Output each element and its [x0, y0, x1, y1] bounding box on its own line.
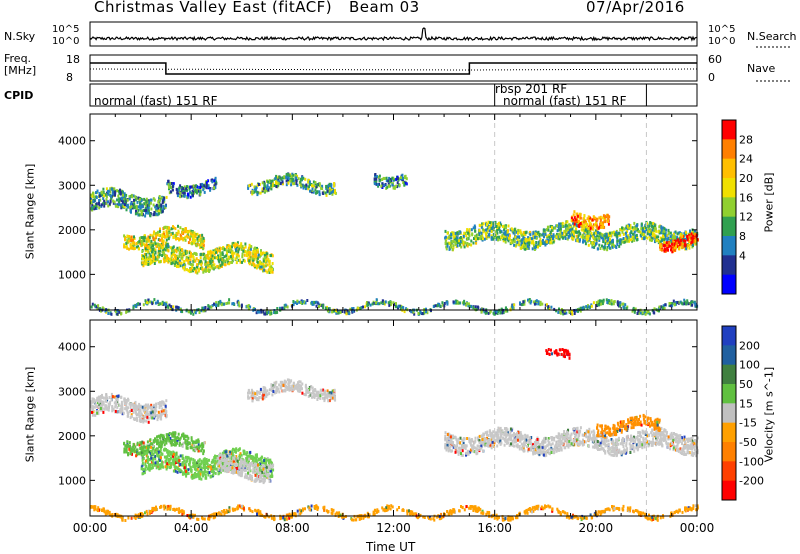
velocity-colorbar-segment [722, 364, 736, 385]
power-colorbar-tick: 28 [739, 133, 753, 146]
x-tick-label: 12:00 [376, 521, 411, 535]
velocity-colorbar-segment [722, 384, 736, 404]
velocity-colorbar-tick: 200 [739, 339, 760, 352]
power-ytick-label: 1000 [58, 268, 86, 281]
power-colorbar-tick: 16 [739, 191, 753, 204]
velocity-colorbar-segment [722, 442, 736, 462]
power-colorbar-segment [722, 255, 736, 276]
x-tick-label: 04:00 [174, 521, 209, 535]
velocity-colorbar-segment [722, 422, 736, 443]
cpid-segment-3: normal (fast) 151 RF [503, 94, 627, 108]
noise-right-tick-bottom: 10^0 [708, 36, 736, 47]
power-colorbar-segment [722, 120, 736, 140]
power-colorbar-frame [721, 119, 737, 295]
x-tick-label: 20:00 [579, 521, 614, 535]
beam-title: Beam 03 [349, 0, 420, 16]
velocity-ytick-label: 1000 [58, 474, 86, 487]
velocity-panel-frame [89, 319, 698, 517]
power-colorbar-segment [722, 139, 736, 160]
cpid-segment-2: rbsp 201 RF [495, 82, 568, 96]
power-colorbar-segment [722, 178, 736, 198]
power-colorbar-segment [722, 216, 736, 237]
power-ytick-label: 2000 [58, 224, 86, 237]
power-ytick-label: 4000 [58, 135, 86, 148]
noise-right-tick-top: 10^5 [708, 24, 736, 35]
noise-right-label: N.Search [747, 30, 797, 43]
power-colorbar-segment [722, 197, 736, 218]
power-ytick-label: 3000 [58, 179, 86, 192]
velocity-ytick-label: 4000 [58, 341, 86, 354]
x-axis-label: Time UT [366, 540, 416, 554]
x-tick-label: 00:00 [680, 521, 715, 535]
nave-label: Nave [747, 62, 776, 75]
nave-tick-bottom: 0 [708, 71, 715, 84]
cpid-frame [89, 83, 698, 107]
velocity-ytick-label: 3000 [58, 385, 86, 398]
x-tick-label: 08:00 [275, 521, 310, 535]
noise-panel-frame [89, 21, 698, 47]
velocity-colorbar-segment [722, 461, 736, 482]
velocity-colorbar-segment [722, 480, 736, 501]
velocity-scatter-cells [90, 348, 699, 522]
power-colorbar-segment [722, 158, 736, 179]
cpid-segment-1: normal (fast) 151 RF [94, 94, 218, 108]
freq-tick-top: 18 [66, 53, 80, 66]
nave-line [89, 68, 698, 71]
velocity-colorbar-tick: 15 [739, 397, 753, 410]
velocity-colorbar-segment [722, 326, 736, 346]
freq-line [90, 62, 697, 75]
velocity-colorbar-segment [722, 403, 736, 424]
velocity-ytick-label: 2000 [58, 430, 86, 443]
noise-sky-line [89, 27, 698, 42]
power-colorbar-segment [722, 274, 736, 295]
nave-tick-top: 60 [708, 53, 722, 66]
cpid-label: CPID [4, 89, 34, 102]
velocity-colorbar-tick: 100 [739, 359, 760, 372]
velocity-colorbar-tick: -15 [739, 417, 757, 430]
velocity-colorbar-tick: -100 [739, 455, 764, 468]
freq-label-line2: [MHz] [4, 64, 37, 77]
freq-tick-bottom: 8 [66, 71, 73, 84]
power-colorbar-tick: 8 [739, 230, 746, 243]
date-title: 07/Apr/2016 [586, 0, 685, 16]
noise-left-tick-top: 10^5 [52, 24, 80, 35]
power-colorbar-tick: 24 [739, 153, 753, 166]
velocity-colorbar-segment [722, 345, 736, 366]
power-colorbar-tick: 12 [739, 211, 753, 224]
station-title: Christmas Valley East (fitACF) [94, 0, 333, 16]
power-colorbar-segment [722, 236, 736, 256]
power-panel-frame [89, 113, 698, 311]
noise-left-tick-bottom: 10^0 [52, 36, 80, 47]
velocity-colorbar-frame [721, 325, 737, 501]
freq-label-line1: Freq. [4, 52, 32, 65]
x-tick-label: 16:00 [477, 521, 512, 535]
freq-panel-frame [89, 54, 698, 82]
power-colorbar-tick: 20 [739, 172, 753, 185]
power-scatter-cells [90, 172, 699, 316]
velocity-colorbar-tick: 50 [739, 378, 753, 391]
velocity-colorbar-tick: -200 [739, 475, 764, 488]
velocity-colorbar-tick: -50 [739, 436, 757, 449]
x-tick-label: 00:00 [73, 521, 108, 535]
power-colorbar-tick: 4 [739, 249, 746, 262]
noise-left-label: N.Sky [4, 30, 36, 43]
